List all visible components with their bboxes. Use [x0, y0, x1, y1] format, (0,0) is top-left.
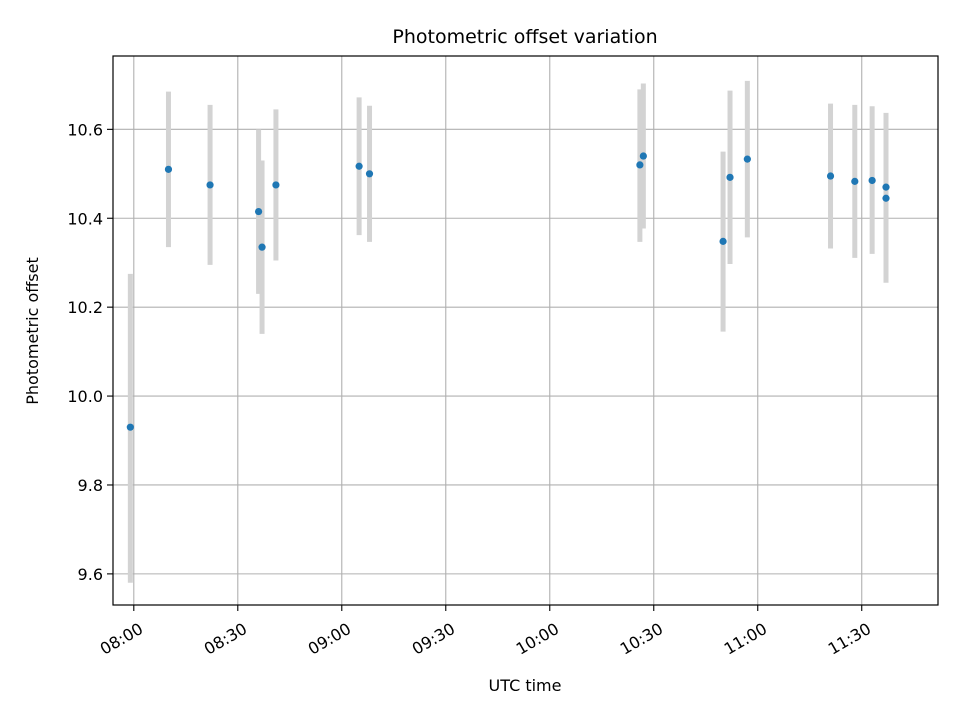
data-point: [882, 194, 890, 202]
data-point: [126, 423, 134, 431]
data-point: [258, 243, 266, 251]
y-tick-label: 10.6: [67, 120, 103, 139]
x-tick-label: 09:30: [409, 619, 458, 659]
chart-title: Photometric offset variation: [392, 26, 657, 48]
y-tick-label: 10.4: [67, 209, 103, 228]
error-bars: [127, 80, 889, 583]
x-tick-label: 11:30: [825, 619, 874, 659]
data-point: [254, 207, 263, 216]
x-tick-label: 09:00: [305, 619, 354, 659]
data-point: [636, 161, 644, 169]
x-axis-label: UTC time: [489, 676, 562, 695]
grid: [113, 56, 938, 605]
data-point: [355, 162, 363, 170]
data-point: [826, 172, 835, 180]
y-axis: 9.6 9.8 10.0 10.2 10.4 10.6: [67, 120, 113, 584]
y-axis-label: Photometric offset: [23, 257, 42, 405]
data-point: [851, 177, 859, 185]
y-tick-label: 9.8: [78, 476, 103, 495]
plot-area: [112, 55, 939, 606]
data-point: [868, 176, 876, 185]
data-point: [365, 170, 374, 178]
data-point: [272, 181, 280, 189]
y-tick-label: 10.0: [67, 387, 103, 406]
data-point: [639, 152, 647, 160]
data-point: [743, 155, 751, 163]
data-point: [882, 183, 890, 191]
x-tick-label: 08:30: [201, 619, 250, 659]
x-tick-label: 10:30: [617, 619, 666, 659]
data-point: [719, 237, 727, 245]
y-tick-label: 10.2: [67, 298, 103, 317]
x-tick-label: 10:00: [513, 619, 562, 659]
data-points: [126, 152, 890, 431]
data-point: [206, 181, 214, 189]
x-tick-label: 11:00: [721, 619, 770, 659]
data-point: [726, 173, 734, 181]
data-point: [164, 165, 173, 173]
x-axis: 08:00 08:30 09:00 09:30 10:00 10:30 11:00 11:30: [97, 605, 874, 659]
x-tick-label: 08:00: [97, 619, 146, 659]
y-tick-label: 9.6: [78, 565, 103, 584]
